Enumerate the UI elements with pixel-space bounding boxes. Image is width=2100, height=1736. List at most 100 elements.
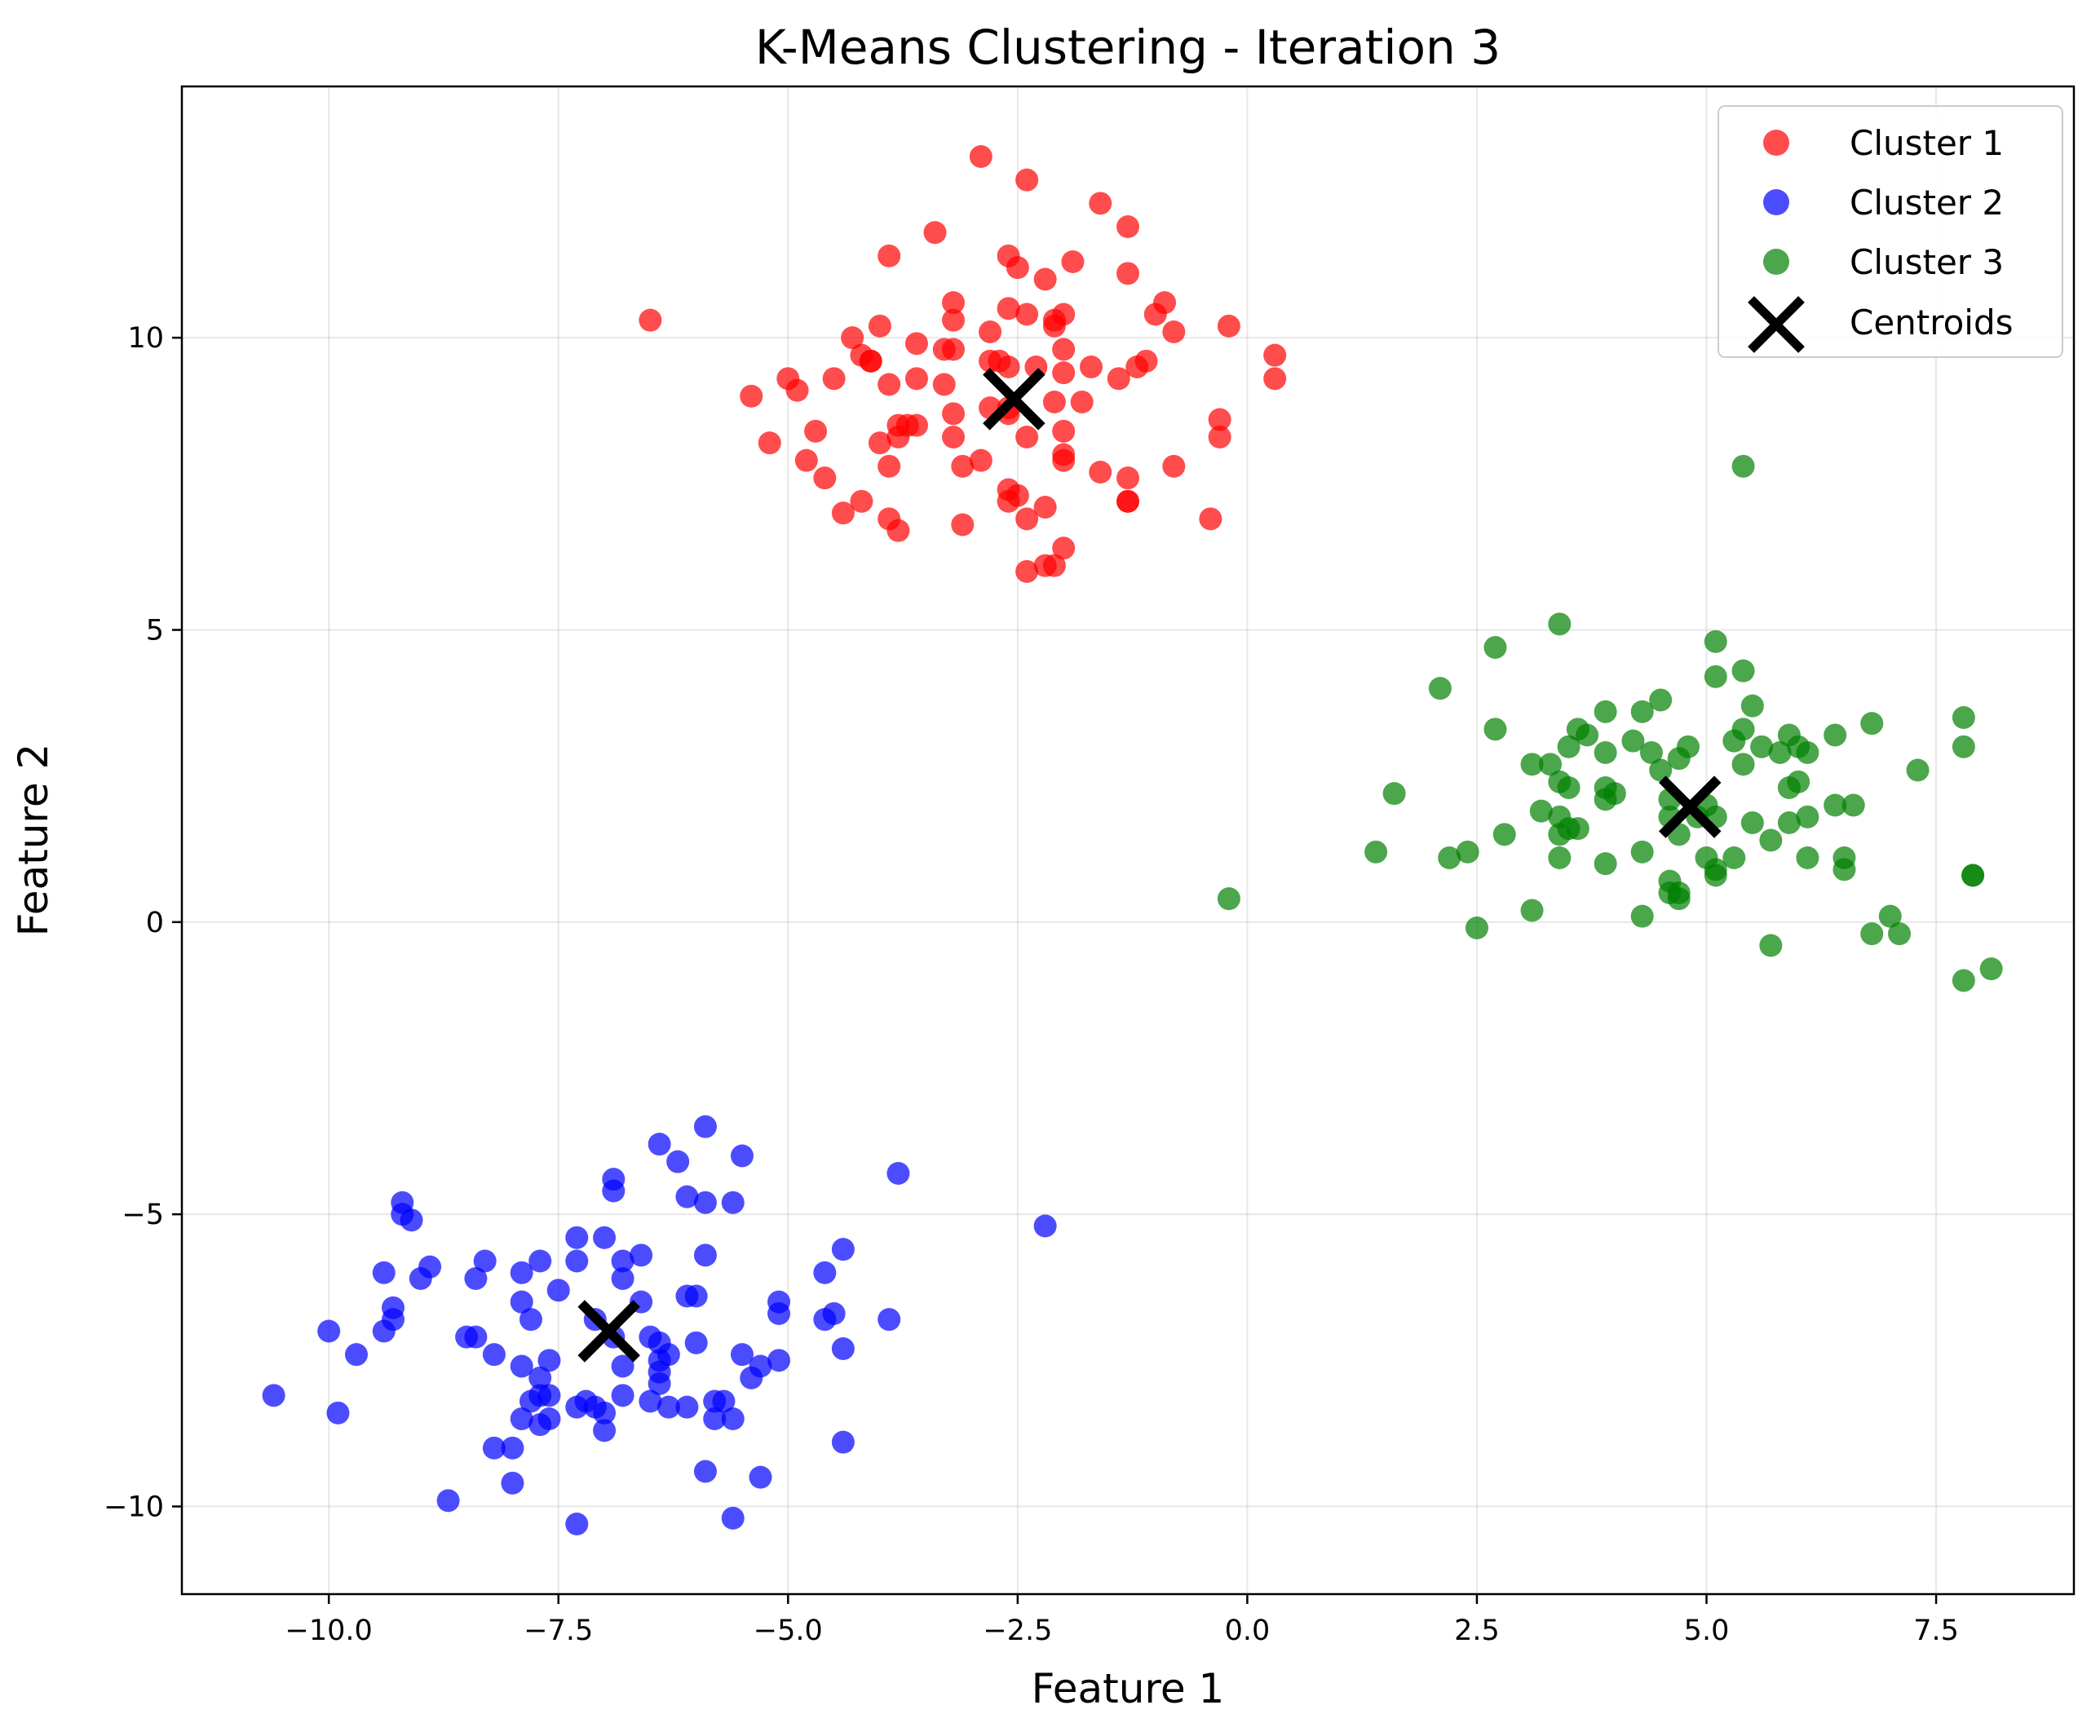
data-point-cluster-3 [1217,887,1240,911]
centroid-marker [983,368,1046,431]
data-point-cluster-3 [1841,793,1865,817]
data-point-cluster-2 [519,1308,542,1332]
data-point-cluster-3 [1382,782,1406,806]
legend-label-cluster-2: Cluster 2 [1850,183,2004,223]
data-point-cluster-1 [1199,507,1222,531]
data-point-cluster-1 [1116,489,1139,513]
data-point-cluster-2 [675,1395,699,1419]
data-point-cluster-1 [997,489,1020,513]
y-tick-label: 5 [146,615,164,647]
data-point-cluster-3 [1860,712,1884,735]
data-point-cluster-2 [326,1401,350,1425]
data-point-cluster-3 [1630,904,1654,928]
data-point-cluster-2 [831,1430,855,1454]
data-point-cluster-1 [850,489,873,513]
data-point-cluster-2 [482,1343,506,1367]
data-point-cluster-3 [1548,612,1572,636]
data-point-cluster-1 [1052,448,1076,472]
data-point-cluster-1 [1042,391,1066,413]
data-point-cluster-3 [1364,840,1388,864]
data-point-cluster-3 [1621,729,1645,753]
data-point-cluster-3 [1722,846,1746,869]
data-point-cluster-2 [813,1261,837,1284]
centroid-stroke [1659,775,1722,838]
data-point-cluster-1 [904,332,928,356]
data-point-cluster-2 [482,1436,506,1460]
x-tick-label: −7.5 [524,1615,593,1647]
data-point-cluster-3 [1961,864,1985,887]
y-tick-label: −5 [122,1199,164,1231]
data-point-cluster-3 [1465,917,1488,939]
data-point-cluster-1 [1143,303,1167,326]
data-point-cluster-1 [831,501,855,525]
data-point-cluster-2 [262,1384,285,1407]
data-point-cluster-1 [868,431,891,455]
series-cluster-2 [262,1115,1057,1535]
data-point-cluster-1 [886,426,910,448]
data-point-cluster-3 [1787,770,1810,793]
data-point-cluster-2 [510,1354,533,1378]
data-point-cluster-3 [1952,706,1975,729]
legend-label-cluster-3: Cluster 3 [1850,242,2004,282]
x-tick-label: 0.0 [1225,1615,1271,1647]
data-point-cluster-1 [1125,356,1149,378]
legend-label-centroids: Centroids [1850,303,2014,342]
data-point-cluster-1 [886,519,910,542]
x-tick-label: 2.5 [1454,1615,1500,1647]
data-point-cluster-2 [528,1249,552,1273]
data-point-cluster-1 [1015,426,1039,448]
data-point-cluster-3 [1667,747,1691,771]
data-point-cluster-2 [630,1243,653,1267]
centroid-markers [577,368,1722,1363]
data-point-cluster-3 [1630,840,1654,864]
data-point-cluster-2 [372,1319,396,1343]
data-point-cluster-1 [1116,215,1139,238]
data-point-cluster-2 [611,1267,634,1290]
data-point-cluster-1 [1042,308,1066,332]
data-point-cluster-1 [1015,507,1039,531]
data-point-cluster-1 [1217,314,1240,338]
data-point-cluster-2 [519,1389,542,1413]
data-point-cluster-2 [611,1354,634,1378]
data-point-cluster-1 [813,466,837,490]
data-point-cluster-3 [1759,828,1783,852]
data-point-cluster-3 [1438,846,1461,869]
data-point-cluster-2 [528,1366,552,1389]
data-point-cluster-2 [878,1308,901,1332]
data-point-cluster-1 [794,448,818,472]
data-point-cluster-3 [1639,741,1663,764]
data-point-cluster-1 [1162,320,1186,343]
data-point-cluster-1 [1263,367,1287,391]
data-point-cluster-2 [721,1190,745,1214]
data-point-cluster-1 [1033,496,1057,519]
data-point-cluster-3 [1557,776,1581,799]
data-point-cluster-3 [1520,753,1544,776]
data-point-cluster-2 [886,1162,910,1185]
data-point-cluster-3 [1483,636,1507,659]
data-point-cluster-1 [1116,466,1139,490]
data-point-cluster-1 [1070,391,1094,413]
data-point-cluster-3 [1529,799,1553,823]
x-tick-label: −10.0 [285,1615,373,1647]
data-point-cluster-1 [904,367,928,391]
data-point-cluster-1 [932,373,956,396]
data-point-cluster-1 [942,426,966,448]
data-point-cluster-1 [997,297,1020,320]
data-point-cluster-1 [1052,537,1076,560]
data-point-cluster-1 [758,431,781,455]
y-axis-ticks: −10 −5 0 5 10 [104,322,182,1524]
data-point-cluster-2 [537,1407,561,1430]
data-point-cluster-3 [1796,846,1819,869]
data-point-cluster-1 [639,308,662,332]
data-point-cluster-2 [730,1343,754,1367]
data-point-cluster-3 [1576,723,1599,747]
data-point-cluster-2 [565,1395,589,1419]
data-point-cluster-3 [1630,700,1654,723]
data-point-cluster-2 [473,1249,497,1273]
data-point-cluster-2 [501,1471,524,1495]
x-axis-ticks: −10.0 −7.5 −5.0 −2.5 0.0 2.5 5.0 7.5 [285,1594,1959,1647]
y-tick-label: −10 [104,1491,164,1524]
data-point-cluster-3 [1649,688,1673,712]
x-tick-label: −5.0 [754,1615,823,1647]
data-point-cluster-2 [436,1489,460,1513]
